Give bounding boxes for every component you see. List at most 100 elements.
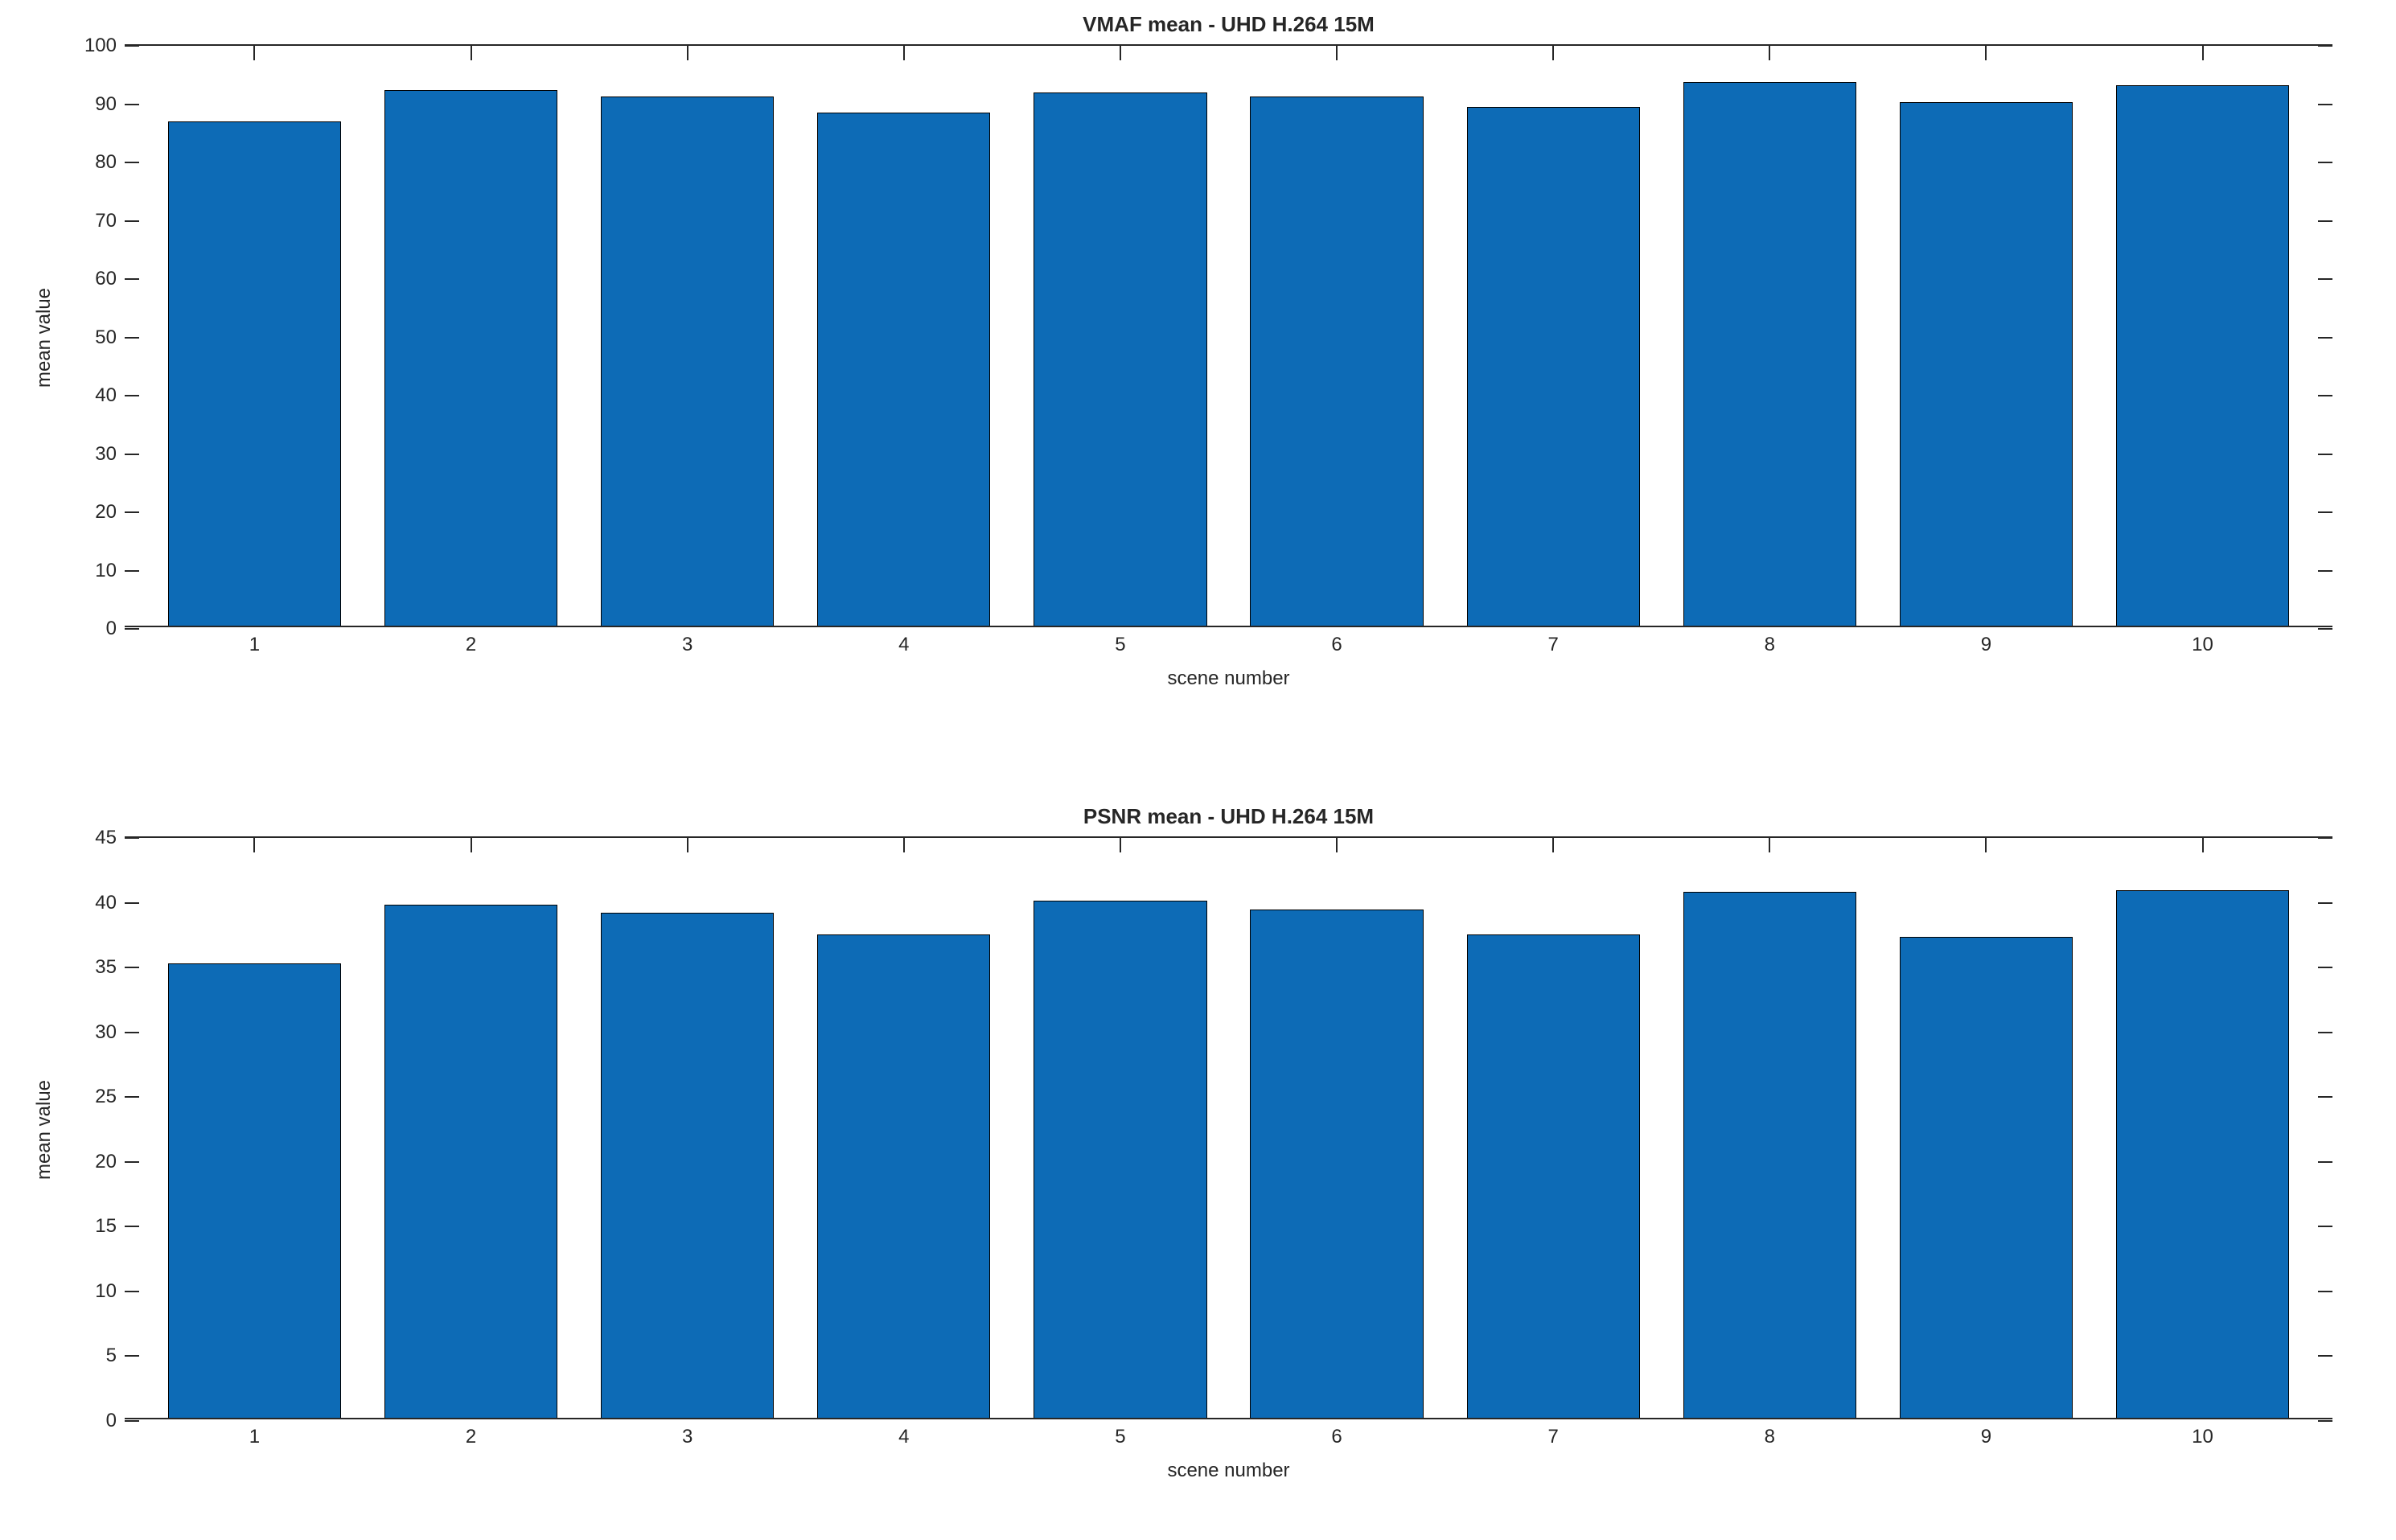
y-axis-label: mean value — [33, 1049, 55, 1210]
bar — [1250, 97, 1423, 626]
ytick-label: 20 — [95, 501, 125, 524]
ytick-label: 45 — [95, 827, 125, 849]
bar — [168, 963, 341, 1419]
ytick-mark — [2318, 104, 2332, 105]
ytick-mark — [125, 902, 139, 904]
xtick-label: 8 — [1765, 626, 1775, 656]
xtick-label: 6 — [1331, 1418, 1342, 1448]
xtick-mark — [471, 46, 472, 60]
bar — [817, 934, 990, 1418]
ytick-mark — [125, 162, 139, 163]
ytick-label: 40 — [95, 384, 125, 407]
ytick-label: 35 — [95, 956, 125, 979]
ytick-mark — [2318, 1226, 2332, 1227]
bar — [2116, 85, 2289, 626]
ytick-mark — [2318, 967, 2332, 968]
ytick-label: 30 — [95, 443, 125, 466]
xtick-label: 7 — [1547, 626, 1558, 656]
bar — [384, 905, 557, 1418]
bar — [601, 913, 774, 1418]
ytick-mark — [125, 628, 139, 630]
xtick-mark — [687, 46, 688, 60]
xtick-mark — [1985, 838, 1987, 852]
xtick-mark — [1120, 838, 1121, 852]
xtick-mark — [1985, 46, 1987, 60]
ytick-mark — [2318, 45, 2332, 47]
xtick-label: 5 — [1115, 626, 1125, 656]
ytick-mark — [125, 1226, 139, 1227]
bar — [1683, 892, 1856, 1418]
ytick-mark — [2318, 1161, 2332, 1163]
subplot-psnr: PSNR mean - UHD H.264 15M051015202530354… — [125, 836, 2332, 1419]
bar — [2116, 890, 2289, 1418]
ytick-mark — [2318, 337, 2332, 339]
xtick-label: 4 — [898, 1418, 909, 1448]
xtick-label: 3 — [682, 1418, 692, 1448]
ytick-mark — [125, 967, 139, 968]
xtick-mark — [1336, 46, 1338, 60]
figure: VMAF mean - UHD H.264 15M010203040506070… — [0, 0, 2396, 1540]
xtick-mark — [687, 838, 688, 852]
xtick-label: 2 — [466, 626, 476, 656]
xtick-label: 9 — [1981, 626, 1991, 656]
ytick-label: 10 — [95, 560, 125, 582]
bar — [168, 121, 341, 626]
ytick-mark — [125, 1291, 139, 1292]
ytick-mark — [125, 395, 139, 396]
xtick-label: 8 — [1765, 1418, 1775, 1448]
ytick-mark — [2318, 628, 2332, 630]
ytick-label: 90 — [95, 93, 125, 116]
ytick-mark — [2318, 902, 2332, 904]
ytick-label: 20 — [95, 1151, 125, 1173]
xtick-mark — [253, 46, 255, 60]
xtick-mark — [253, 838, 255, 852]
ytick-label: 15 — [95, 1215, 125, 1238]
ytick-mark — [125, 1032, 139, 1033]
ytick-label: 25 — [95, 1086, 125, 1108]
bar — [1034, 901, 1206, 1418]
xtick-mark — [1552, 46, 1554, 60]
xtick-label: 10 — [2192, 626, 2213, 656]
ytick-label: 100 — [84, 35, 125, 57]
ytick-mark — [125, 278, 139, 280]
ytick-mark — [2318, 220, 2332, 222]
ytick-mark — [125, 837, 139, 839]
ytick-mark — [2318, 162, 2332, 163]
xtick-label: 6 — [1331, 626, 1342, 656]
ytick-mark — [125, 337, 139, 339]
ytick-label: 80 — [95, 151, 125, 174]
ytick-label: 30 — [95, 1021, 125, 1044]
xtick-label: 3 — [682, 626, 692, 656]
xtick-label: 1 — [249, 1418, 260, 1448]
chart-title: PSNR mean - UHD H.264 15M — [125, 804, 2332, 829]
ytick-mark — [125, 1355, 139, 1357]
bar — [601, 97, 774, 626]
xtick-label: 10 — [2192, 1418, 2213, 1448]
ytick-label: 5 — [106, 1345, 125, 1367]
ytick-mark — [125, 454, 139, 455]
ytick-label: 0 — [106, 1410, 125, 1432]
bar — [1034, 92, 1206, 626]
ytick-label: 60 — [95, 268, 125, 290]
xtick-mark — [2202, 838, 2204, 852]
ytick-mark — [2318, 837, 2332, 839]
xtick-mark — [1120, 46, 1121, 60]
ytick-mark — [125, 1420, 139, 1422]
ytick-mark — [125, 45, 139, 47]
ytick-mark — [2318, 1096, 2332, 1098]
ytick-mark — [2318, 278, 2332, 280]
ytick-mark — [2318, 395, 2332, 396]
ytick-mark — [125, 220, 139, 222]
ytick-label: 50 — [95, 326, 125, 349]
xtick-mark — [1552, 838, 1554, 852]
xtick-mark — [1769, 838, 1770, 852]
ytick-label: 0 — [106, 618, 125, 640]
bar — [1683, 82, 1856, 626]
xtick-label: 7 — [1547, 1418, 1558, 1448]
bar — [384, 90, 557, 626]
ytick-mark — [2318, 570, 2332, 572]
bar — [1467, 107, 1640, 626]
xtick-mark — [1769, 46, 1770, 60]
ytick-mark — [125, 1096, 139, 1098]
x-axis-label: scene number — [125, 667, 2332, 690]
